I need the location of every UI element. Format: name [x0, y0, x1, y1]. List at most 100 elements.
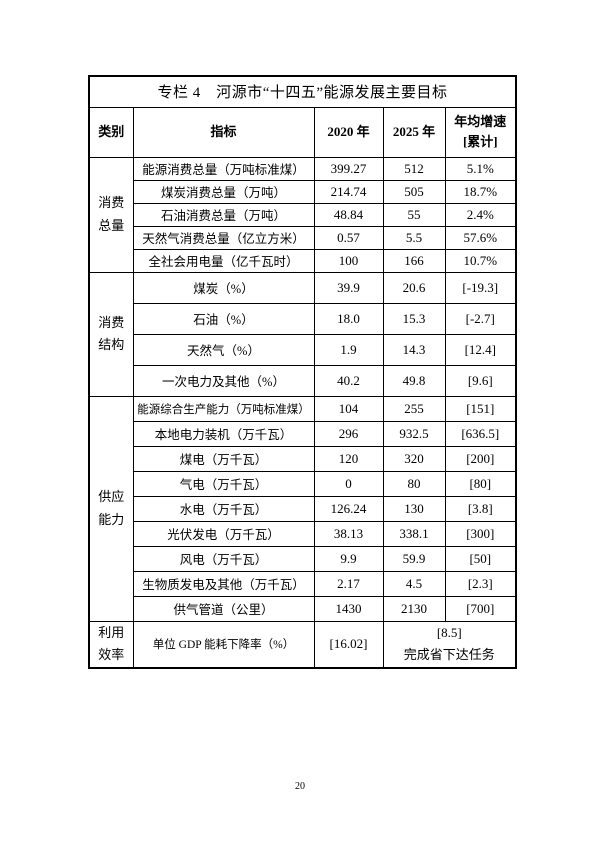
indicator-cell: 光伏发电（万千瓦）	[132, 520, 315, 547]
indicator-cell: 供气管道（公里）	[132, 595, 315, 622]
growth-cell: 10.7%	[444, 248, 517, 273]
value-2020-cell: 399.27	[313, 156, 384, 181]
indicator-cell: 气电（万千瓦）	[132, 470, 315, 497]
growth-cell: 18.7%	[444, 179, 517, 204]
value-2020-cell: 40.2	[313, 364, 384, 397]
table-row: 供应 能力 能源综合生产能力（万吨标准煤） 104 255 [151]	[88, 395, 517, 622]
indicator-cell: 水电（万千瓦）	[132, 495, 315, 522]
indicator-cell: 石油（%）	[132, 302, 315, 335]
growth-cell: [9.6]	[444, 364, 517, 397]
value-2020-cell: 38.13	[313, 520, 384, 547]
table-row: 利用 效率 单位 GDP 能耗下降率（%） [16.02] [8.5] 完成省下达任务	[88, 620, 517, 669]
value-2025-cell: 2130	[382, 595, 446, 622]
growth-cell: [151]	[444, 395, 517, 422]
indicator-cell: 单位 GDP 能耗下降率（%）	[132, 620, 315, 669]
growth-cell: [3.8]	[444, 495, 517, 522]
col-header-2020: 2020 年	[313, 106, 384, 158]
category-cell: 利用 效率	[88, 620, 134, 669]
value-2020-cell: 9.9	[313, 545, 384, 572]
growth-cell: [636.5]	[444, 420, 517, 447]
growth-cell: [200]	[444, 445, 517, 472]
value-2025-cell: 505	[382, 179, 446, 204]
indicator-cell: 能源消费总量（万吨标准煤）	[132, 156, 315, 181]
value-2020-cell: 100	[313, 248, 384, 273]
category-cell: 消费 总量	[88, 156, 134, 273]
table-row: 供气管道（公里） 1430 2130 [700]	[89, 595, 517, 622]
table-row: 水电（万千瓦） 126.24 130 [3.8]	[89, 495, 517, 522]
growth-cell: [80]	[444, 470, 517, 497]
indicator-cell: 能源综合生产能力（万吨标准煤）	[132, 395, 315, 422]
value-2020-cell: 214.74	[313, 179, 384, 204]
table-title: 专栏 4 河源市“十四五”能源发展主要目标	[88, 75, 517, 108]
value-2025-cell: 5.5	[382, 225, 446, 250]
value-2025-cell: 14.3	[382, 333, 446, 366]
indicator-cell: 本地电力装机（万千瓦）	[132, 420, 315, 447]
indicator-cell: 全社会用电量（亿千瓦时）	[132, 248, 315, 273]
energy-targets-table: 专栏 4 河源市“十四五”能源发展主要目标 类别 指标 2020 年 2025 …	[88, 75, 518, 669]
growth-cell: [2.3]	[444, 570, 517, 597]
value-2020-cell: 48.84	[313, 202, 384, 227]
value-2020-cell: 2.17	[313, 570, 384, 597]
value-2025-cell: 15.3	[382, 302, 446, 335]
value-2025-cell: 932.5	[382, 420, 446, 447]
value-2025-cell: 20.6	[382, 271, 446, 304]
value-2020-cell: 1.9	[313, 333, 384, 366]
indicator-cell: 煤电（万千瓦）	[132, 445, 315, 472]
value-2025-cell: 166	[382, 248, 446, 273]
table-row: 全社会用电量（亿千瓦时） 100 166 10.7%	[89, 248, 517, 273]
table-row: 生物质发电及其他（万千瓦） 2.17 4.5 [2.3]	[89, 570, 517, 597]
indicator-cell: 石油消费总量（万吨）	[132, 202, 315, 227]
growth-cell: [-2.7]	[444, 302, 517, 335]
value-2020-cell: 126.24	[313, 495, 384, 522]
value-2025-cell: 80	[382, 470, 446, 497]
table-row: 一次电力及其他（%） 40.2 49.8 [9.6]	[89, 364, 517, 397]
value-2020-cell: [16.02]	[313, 620, 384, 669]
value-2020-cell: 120	[313, 445, 384, 472]
value-2020-cell: 0	[313, 470, 384, 497]
category-cell: 供应 能力	[88, 395, 134, 622]
value-2020-cell: 18.0	[313, 302, 384, 335]
table-row: 天然气消费总量（亿立方米） 0.57 5.5 57.6%	[89, 225, 517, 250]
indicator-cell: 风电（万千瓦）	[132, 545, 315, 572]
table-row: 石油（%） 18.0 15.3 [-2.7]	[89, 302, 517, 335]
col-header-indicator: 指标	[132, 106, 315, 158]
value-2025-cell: 130	[382, 495, 446, 522]
table-row: 煤电（万千瓦） 120 320 [200]	[89, 445, 517, 472]
growth-cell: [300]	[444, 520, 517, 547]
merged-target-cell: [8.5] 完成省下达任务	[382, 620, 517, 669]
table-row: 光伏发电（万千瓦） 38.13 338.1 [300]	[89, 520, 517, 547]
table-title-row: 专栏 4 河源市“十四五”能源发展主要目标	[88, 75, 517, 108]
table-row: 消费 总量 能源消费总量（万吨标准煤） 399.27 512 5.1%	[88, 156, 517, 273]
growth-cell: [-19.3]	[444, 271, 517, 304]
table-row: 风电（万千瓦） 9.9 59.9 [50]	[89, 545, 517, 572]
indicator-cell: 天然气消费总量（亿立方米）	[132, 225, 315, 250]
growth-cell: [50]	[444, 545, 517, 572]
growth-cell: [12.4]	[444, 333, 517, 366]
col-header-growth: 年均增速 [累计]	[444, 106, 517, 158]
category-cell: 消费 结构	[88, 271, 134, 397]
value-2020-cell: 1430	[313, 595, 384, 622]
value-2025-cell: 255	[382, 395, 446, 422]
value-2025-cell: 59.9	[382, 545, 446, 572]
table-row: 天然气（%） 1.9 14.3 [12.4]	[89, 333, 517, 366]
col-header-2025: 2025 年	[382, 106, 446, 158]
growth-cell: 2.4%	[444, 202, 517, 227]
indicator-cell: 煤炭（%）	[132, 271, 315, 304]
table-row: 煤炭消费总量（万吨） 214.74 505 18.7%	[89, 179, 517, 204]
value-2020-cell: 296	[313, 420, 384, 447]
value-2025-cell: 4.5	[382, 570, 446, 597]
value-2025-cell: 55	[382, 202, 446, 227]
table-row: 石油消费总量（万吨） 48.84 55 2.4%	[89, 202, 517, 227]
indicator-cell: 一次电力及其他（%）	[132, 364, 315, 397]
growth-cell: 5.1%	[444, 156, 517, 181]
indicator-cell: 天然气（%）	[132, 333, 315, 366]
value-2020-cell: 104	[313, 395, 384, 422]
page-number: 20	[295, 781, 305, 792]
indicator-cell: 生物质发电及其他（万千瓦）	[132, 570, 315, 597]
table-row: 本地电力装机（万千瓦） 296 932.5 [636.5]	[89, 420, 517, 447]
col-header-category: 类别	[88, 106, 134, 158]
value-2025-cell: 49.8	[382, 364, 446, 397]
value-2020-cell: 39.9	[313, 271, 384, 304]
indicator-cell: 煤炭消费总量（万吨）	[132, 179, 315, 204]
